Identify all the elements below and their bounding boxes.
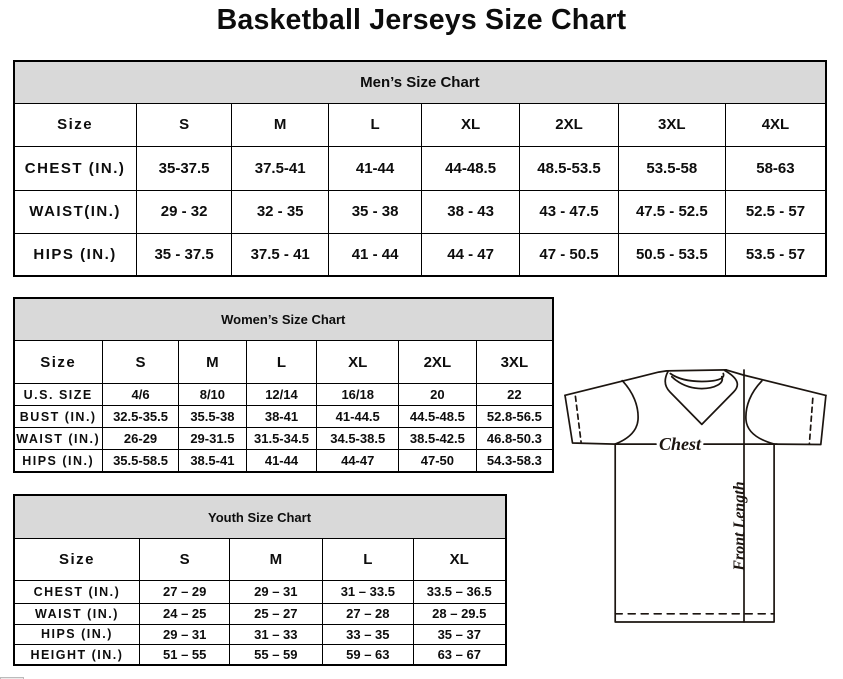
svg-text:Front Length: Front Length (731, 481, 748, 571)
svg-text:Chest: Chest (659, 434, 702, 454)
